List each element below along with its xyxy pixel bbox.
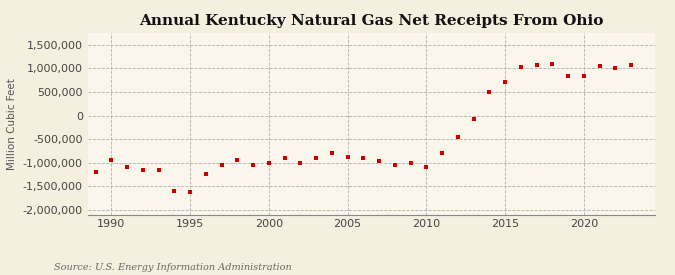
Point (610, 66, 621, 71)
Point (374, 159, 385, 163)
Point (342, 154, 353, 159)
Point (200, 172, 211, 177)
Point (563, 74, 574, 79)
Point (516, 65, 526, 70)
Title: Annual Kentucky Natural Gas Net Receipts From Ohio: Annual Kentucky Natural Gas Net Receipts… (139, 14, 603, 28)
Point (169, 189, 180, 193)
Point (452, 135, 463, 139)
Point (310, 156, 321, 160)
Point (263, 160, 274, 165)
Point (500, 79, 510, 84)
Point (153, 167, 164, 172)
Point (594, 64, 605, 68)
Point (531, 62, 542, 67)
Point (106, 158, 117, 163)
Point (626, 62, 637, 67)
Point (90, 170, 101, 174)
Point (484, 90, 495, 95)
Point (185, 190, 196, 194)
Point (138, 167, 148, 172)
Point (405, 160, 416, 165)
Point (216, 163, 227, 167)
Point (122, 165, 132, 170)
Point (327, 151, 338, 155)
Text: Source: U.S. Energy Information Administration: Source: U.S. Energy Information Administ… (54, 263, 292, 272)
Point (578, 74, 589, 79)
Point (358, 156, 369, 160)
Point (437, 151, 448, 155)
Point (547, 61, 558, 66)
Y-axis label: Million Cubic Feet: Million Cubic Feet (7, 78, 17, 170)
Point (248, 163, 259, 167)
Point (389, 163, 400, 167)
Point (295, 160, 306, 165)
Point (468, 117, 479, 121)
Point (421, 165, 432, 170)
Point (232, 158, 243, 163)
Point (279, 156, 290, 160)
